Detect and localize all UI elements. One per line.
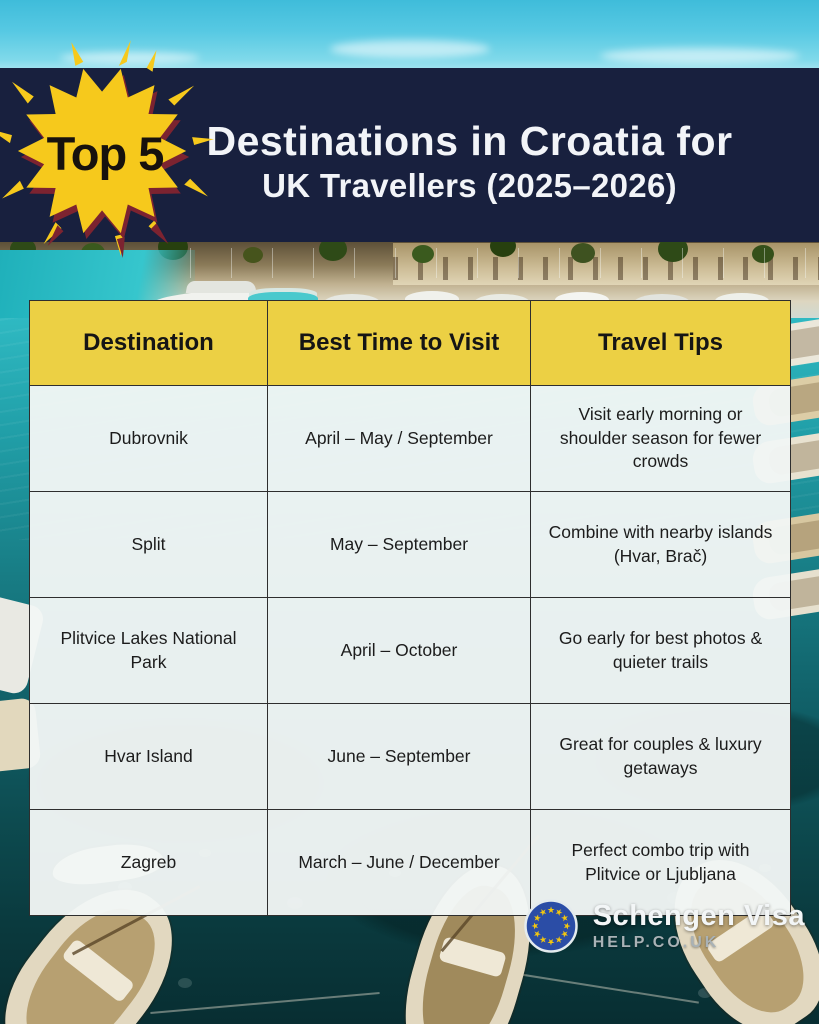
svg-text:★: ★: [537, 933, 549, 946]
svg-text:★: ★: [552, 907, 564, 920]
cloud-graphic: [600, 48, 800, 64]
cell-destination: Plitvice Lakes National Park: [29, 597, 268, 704]
banner-text-block: Destinations in Croatia for UK Traveller…: [150, 68, 789, 242]
boat-masts: [190, 248, 819, 278]
cell-travel-tips: Combine with nearby islands (Hvar, Brač): [530, 491, 791, 598]
destinations-table: Destination Best Time to Visit Travel Ti…: [29, 300, 791, 916]
cell-travel-tips: Great for couples & luxury getaways: [530, 703, 791, 810]
cloud-graphic: [60, 52, 200, 64]
harbor-buildings: [393, 243, 819, 285]
table-row: Hvar Island June – September Great for c…: [29, 703, 791, 810]
top5-starburst-icon: [0, 40, 214, 258]
cell-travel-tips: Perfect combo trip with Plitvice or Ljub…: [530, 809, 791, 916]
logo-domain: HELP.CO.UK: [592, 934, 720, 951]
page-subtitle: UK Travellers (2025–2026): [262, 166, 677, 204]
cell-best-time: June – September: [267, 703, 531, 810]
cell-best-time: May – September: [267, 491, 531, 598]
svg-text:★: ★: [531, 922, 541, 930]
table-row: Plitvice Lakes National Park April – Oct…: [29, 597, 791, 704]
table-row: Dubrovnik April – May / September Visit …: [29, 385, 791, 492]
eu-flag-icon: ★ ★ ★ ★ ★ ★ ★ ★ ★ ★ ★ ★: [523, 899, 578, 953]
cell-destination: Zagreb: [29, 809, 268, 916]
cell-travel-tips: Go early for best photos & quieter trail…: [530, 597, 791, 704]
cell-best-time: April – October: [267, 597, 531, 704]
table-row: Zagreb March – June / December Perfect c…: [29, 809, 791, 916]
cloud-graphic: [330, 40, 490, 58]
svg-text:★: ★: [531, 928, 544, 940]
cell-best-time: March – June / December: [267, 809, 531, 916]
cell-destination: Hvar Island: [29, 703, 268, 810]
logo-brand-name: Schengen Visa: [592, 900, 805, 932]
column-header-destination: Destination: [29, 300, 268, 386]
column-header-travel-tips: Travel Tips: [530, 300, 791, 386]
svg-text:★: ★: [557, 913, 570, 925]
svg-text:★: ★: [552, 933, 564, 946]
svg-text:★: ★: [557, 928, 570, 940]
logo-text-block: Schengen Visa HELP.CO.UK: [593, 900, 805, 952]
column-header-best-time: Best Time to Visit: [267, 300, 531, 386]
page-title: Destinations in Croatia for: [206, 118, 733, 165]
svg-text:★: ★: [531, 913, 544, 925]
top5-badge-label: Top 5: [46, 127, 165, 180]
cell-destination: Dubrovnik: [29, 385, 268, 492]
svg-text:★: ★: [561, 922, 571, 930]
cell-best-time: April – May / September: [267, 385, 531, 492]
svg-text:★: ★: [547, 936, 555, 946]
svg-text:★: ★: [547, 906, 555, 916]
table-header-row: Destination Best Time to Visit Travel Ti…: [29, 300, 791, 386]
svg-text:★: ★: [537, 907, 549, 920]
cell-destination: Split: [29, 491, 268, 598]
table-row: Split May – September Combine with nearb…: [29, 491, 791, 598]
schengen-visa-logo: ★ ★ ★ ★ ★ ★ ★ ★ ★ ★ ★ ★ Schengen Visa HE…: [523, 898, 805, 954]
cell-travel-tips: Visit early morning or shoulder season f…: [530, 385, 791, 492]
sky-background: [0, 0, 819, 70]
